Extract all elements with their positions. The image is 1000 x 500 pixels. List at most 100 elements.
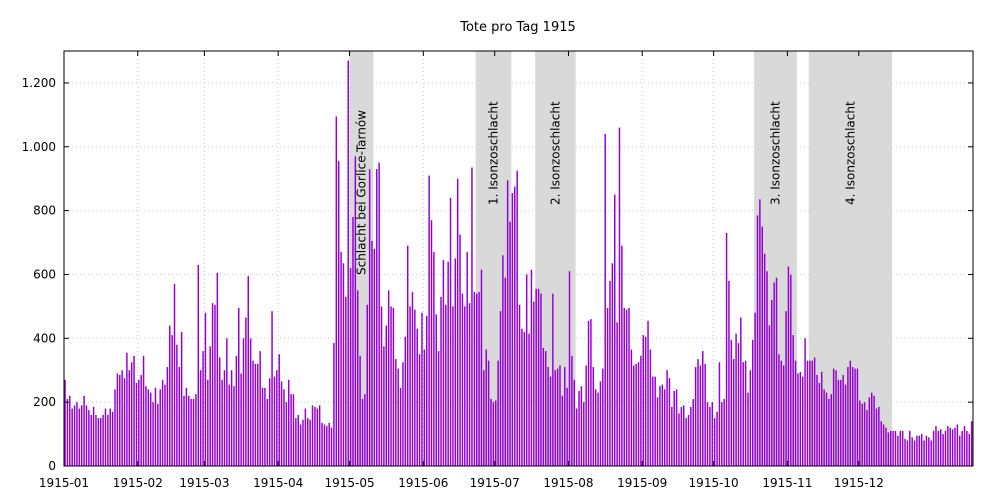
bar	[652, 376, 654, 466]
bar	[547, 367, 549, 466]
bar	[920, 434, 923, 466]
bar	[775, 277, 778, 466]
battle-period-label: 2. Isonzoschlacht	[548, 101, 562, 205]
bar	[721, 402, 723, 466]
bar	[114, 389, 116, 466]
bar	[478, 292, 480, 466]
bar	[849, 360, 852, 466]
bar	[435, 314, 437, 466]
bar	[594, 389, 597, 466]
bar	[751, 339, 754, 466]
bar	[906, 440, 909, 466]
bar	[911, 437, 913, 466]
bar	[140, 375, 142, 466]
bar	[768, 325, 771, 466]
bar	[882, 424, 885, 466]
battle-period-label: Schlacht bei Gorlice-Tarnów	[354, 110, 368, 275]
bar	[321, 422, 323, 466]
bar	[409, 306, 411, 466]
bar	[778, 354, 780, 466]
bar	[970, 421, 973, 466]
x-tick-label: 1915-08	[543, 476, 593, 490]
bar	[242, 338, 245, 466]
bar	[744, 360, 747, 466]
bar	[271, 311, 273, 466]
bar	[830, 394, 833, 466]
bar	[390, 306, 392, 466]
bar	[109, 408, 111, 466]
bar	[416, 328, 418, 466]
bar	[713, 418, 716, 466]
bar	[421, 312, 423, 466]
bar	[264, 387, 266, 466]
bar	[771, 300, 773, 466]
bar	[406, 245, 409, 466]
y-axis: 0 200 400 600 800 1.000 1.200	[22, 76, 973, 473]
bar	[530, 269, 533, 466]
bar	[178, 367, 180, 466]
bar	[685, 418, 687, 466]
bar	[280, 381, 283, 466]
bar	[842, 375, 844, 466]
bar	[397, 368, 399, 466]
bar	[111, 411, 114, 466]
bar	[640, 355, 642, 466]
bar	[875, 408, 878, 466]
bar	[616, 322, 618, 466]
bar	[504, 277, 507, 466]
bar	[328, 422, 330, 466]
bar	[88, 410, 90, 466]
bar	[675, 389, 678, 466]
bar	[99, 418, 102, 466]
bar	[718, 362, 721, 466]
bar	[518, 304, 521, 466]
bar	[747, 392, 749, 466]
bar	[430, 220, 433, 466]
bar	[644, 336, 647, 466]
bar	[609, 280, 611, 466]
bar	[285, 402, 288, 466]
bar	[901, 430, 904, 466]
bar	[859, 400, 861, 466]
bars	[64, 60, 973, 467]
bar	[870, 392, 873, 466]
plot-frame	[63, 50, 974, 467]
bar	[466, 252, 468, 466]
bar	[780, 360, 783, 466]
bar	[135, 383, 138, 466]
bar	[961, 430, 963, 466]
bar	[95, 414, 97, 466]
battle-period-label: 3. Isonzoschlacht	[768, 101, 782, 205]
bar	[171, 335, 173, 466]
bar	[366, 304, 368, 466]
bar	[249, 338, 252, 466]
bar	[732, 359, 735, 466]
bar	[180, 331, 183, 466]
bar	[666, 370, 668, 466]
bar	[161, 379, 164, 466]
bar	[461, 293, 464, 466]
battle-period-label: 1. Isonzoschlacht	[487, 101, 501, 205]
bar	[571, 355, 573, 466]
bar	[654, 376, 656, 466]
bar	[76, 402, 78, 466]
bar	[268, 378, 271, 466]
bar	[456, 178, 459, 466]
bar	[245, 317, 247, 466]
y-tick-label: 800	[33, 204, 56, 218]
bar	[523, 331, 526, 466]
bar	[495, 400, 497, 466]
bar	[302, 419, 304, 466]
bar	[575, 408, 578, 466]
bar	[183, 395, 185, 466]
bar	[813, 357, 816, 466]
bar	[309, 419, 311, 466]
bar	[138, 379, 140, 466]
bar	[97, 418, 100, 466]
bar	[499, 311, 502, 466]
bar	[740, 317, 742, 466]
bar	[682, 405, 685, 466]
bar	[633, 365, 635, 466]
bar	[316, 408, 319, 466]
